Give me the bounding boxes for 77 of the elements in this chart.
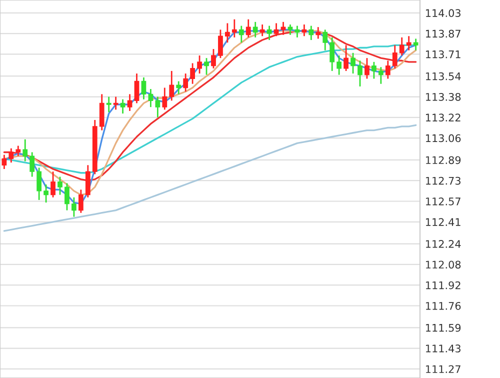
y-tick-label: 112.24 [426, 240, 461, 248]
y-tick-label: 113.71 [426, 50, 460, 58]
candlestick [148, 88, 154, 108]
y-tick-label: 111.76 [426, 302, 461, 310]
candlestick [169, 70, 174, 102]
line-series [3, 124, 417, 232]
candlestick [30, 152, 35, 178]
candlestick [2, 154, 7, 170]
candlestick [344, 44, 348, 72]
y-tick-label: 111.92 [426, 281, 460, 290]
candlestick [260, 24, 265, 37]
y-tick-label: 113.22 [426, 114, 460, 122]
candlestick [288, 24, 293, 36]
y-tick-label: 112.89 [426, 156, 461, 164]
y-tick-label: 113.38 [426, 92, 461, 101]
candlestick [106, 96, 112, 113]
candlestick [232, 18, 237, 38]
candlestick [72, 196, 76, 218]
candlestick [322, 28, 328, 52]
candlestick [330, 36, 335, 72]
candlestick [336, 54, 342, 76]
candlestick [113, 96, 118, 110]
candlestick [58, 176, 62, 196]
y-tick-label: 114.03 [426, 9, 460, 18]
candlestick [385, 60, 390, 80]
candlestick [64, 182, 70, 211]
candlestick [225, 22, 230, 44]
candlestick [141, 76, 146, 100]
y-tick-label: 112.73 [426, 176, 460, 185]
candlestick [78, 188, 84, 214]
candlestick [364, 57, 370, 80]
candlestick [218, 28, 223, 59]
candlestick [134, 72, 140, 104]
candlestick [274, 22, 279, 37]
candlestick [8, 148, 14, 164]
candlestick [280, 21, 286, 36]
candlestick [127, 93, 132, 112]
candlestick [350, 52, 356, 74]
candlestick [176, 80, 182, 95]
y-tick-label: 113.06 [426, 134, 461, 142]
y-tick-label: 111.27 [426, 365, 460, 373]
candlestick [120, 98, 126, 114]
y-tick-label: 113.54 [426, 72, 461, 80]
candlestick [392, 44, 398, 70]
y-tick-label: 111.43 [426, 344, 460, 352]
candlestick [85, 164, 90, 198]
candlestick [316, 26, 321, 40]
candlestick [16, 145, 21, 157]
candlestick [246, 18, 251, 38]
y-tick-label: 112.08 [426, 260, 461, 269]
y-tick-label: 112.57 [426, 197, 460, 206]
candlestick [238, 25, 244, 44]
candlestick [162, 87, 168, 110]
candlestick [197, 54, 202, 74]
candlestick [99, 93, 104, 131]
candlestick [308, 25, 314, 41]
candlestick [50, 170, 56, 198]
y-tick-label: 113.87 [426, 30, 460, 38]
candlestick [302, 24, 307, 37]
candlestick [252, 21, 258, 38]
candlestick [358, 60, 362, 88]
candlestick [399, 36, 404, 56]
candlestick [44, 184, 48, 204]
candlestick [266, 25, 272, 41]
candlestick [378, 66, 384, 85]
y-tick-label: 111.59 [426, 324, 461, 332]
candlestick [372, 61, 376, 80]
candlestick [155, 96, 160, 118]
candlestick [183, 72, 188, 92]
candlestick [22, 138, 28, 162]
candlestick [413, 38, 418, 52]
candlestick [406, 35, 412, 52]
candlestick [204, 57, 209, 76]
y-tick-label: 112.41 [426, 218, 460, 226]
candlestick [211, 48, 216, 70]
candlestick [190, 62, 195, 85]
candlestick [36, 167, 42, 201]
